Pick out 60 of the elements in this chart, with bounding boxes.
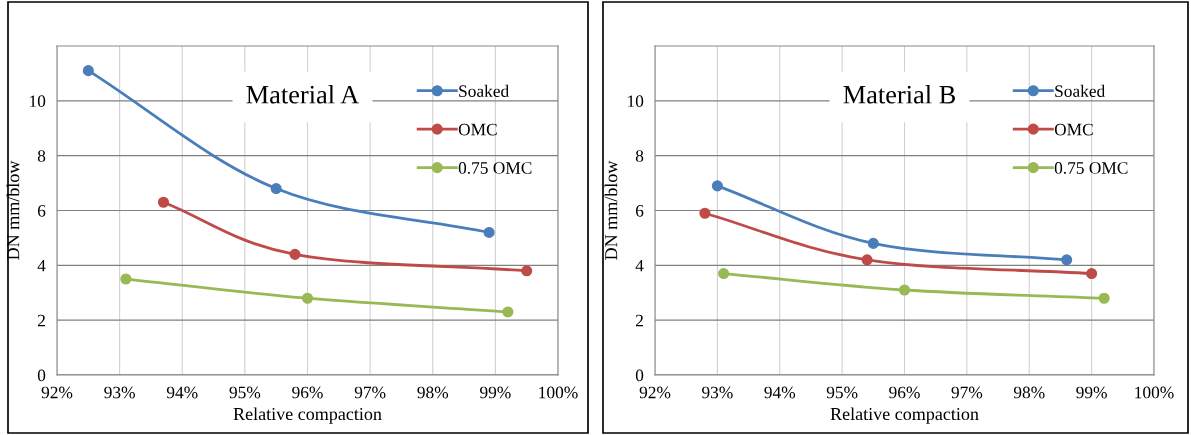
point <box>270 183 282 195</box>
y-tick-label: 10 <box>628 95 644 108</box>
point <box>157 196 170 208</box>
point <box>867 237 879 249</box>
x-tick-label: 94% <box>166 386 198 399</box>
x-tick-label: 96% <box>889 386 920 399</box>
x-tick-label: 98% <box>1013 386 1045 399</box>
x-tick-label: 100% <box>539 386 578 399</box>
y-tick-label: 0 <box>37 369 46 382</box>
point <box>301 292 314 304</box>
legend-label: OMC <box>1054 123 1093 136</box>
y-tick-label: 4 <box>635 259 644 272</box>
x-tick-label: 97% <box>354 386 386 399</box>
point <box>1086 268 1098 280</box>
x-axis-title: Relative compaction <box>233 407 382 424</box>
x-tick-label: 92% <box>639 386 671 399</box>
x-tick-label: 95% <box>229 386 261 399</box>
y-axis-title: DN mm/blow <box>6 160 20 260</box>
text: Material A <box>246 85 360 104</box>
point <box>82 65 94 77</box>
point <box>861 254 873 266</box>
x-tick-label: 99% <box>480 386 511 399</box>
y-tick-label: 0 <box>635 369 644 382</box>
x-tick-label: 92% <box>41 386 73 399</box>
point <box>521 265 533 277</box>
legend-label: 0.75 OMC <box>1054 162 1128 174</box>
point <box>483 226 495 238</box>
point <box>718 268 730 280</box>
point <box>1098 292 1110 304</box>
point <box>699 207 711 219</box>
y-tick-label: 8 <box>37 150 46 162</box>
x-axis-title: Relative compaction <box>830 407 979 424</box>
x-tick-label: 93% <box>104 386 135 399</box>
x-tick-label: 93% <box>702 386 733 399</box>
legend-label: OMC <box>458 123 497 136</box>
x-tick-label: 95% <box>826 386 858 399</box>
y-tick-label: 6 <box>635 205 644 217</box>
y-tick-label: 4 <box>37 259 46 272</box>
point <box>1061 254 1073 266</box>
x-tick-label: 98% <box>417 386 449 399</box>
x-tick-label: 99% <box>1076 386 1107 399</box>
legend-label: Soaked <box>1055 84 1106 97</box>
y-tick-label: 8 <box>635 150 644 162</box>
x-tick-label: 100% <box>1135 386 1174 399</box>
point <box>711 180 723 192</box>
x-tick-label: 94% <box>764 386 796 399</box>
point <box>120 273 132 285</box>
y-tick-label: 2 <box>37 314 45 327</box>
legend-label: Soaked <box>459 84 509 97</box>
x-tick-label: 96% <box>292 386 323 399</box>
point <box>898 284 911 296</box>
y-tick-label: 6 <box>37 205 46 217</box>
legend-label: 0.75 OMC <box>458 162 532 174</box>
text: Material B <box>843 85 956 104</box>
x-tick-label: 97% <box>951 386 983 399</box>
y-tick-label: 2 <box>635 314 643 327</box>
point <box>289 248 301 260</box>
y-tick-label: 10 <box>30 95 46 108</box>
y-axis-title: DN mm/blow <box>604 160 618 260</box>
point <box>502 306 514 318</box>
